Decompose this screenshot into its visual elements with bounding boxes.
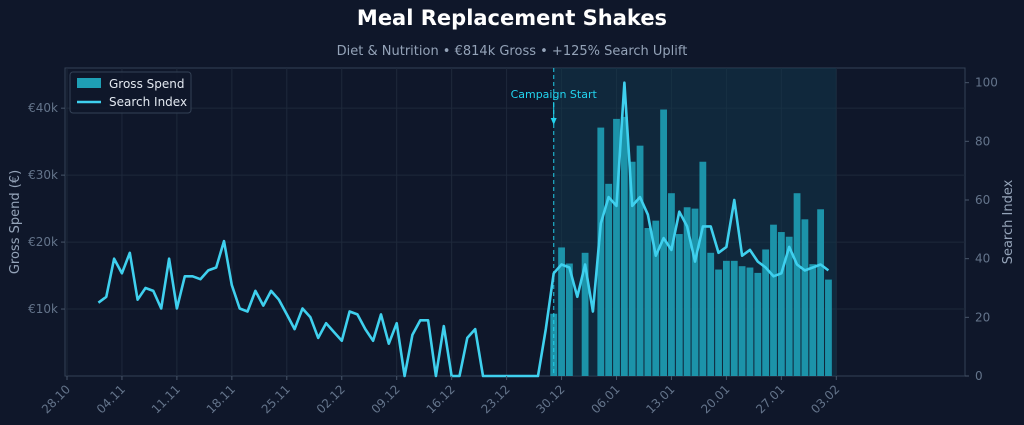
tick-label-right: 100: [975, 76, 998, 90]
tick-label-x: 30.12: [533, 382, 567, 416]
legend-swatch-gross-spend: [77, 78, 101, 88]
bar-gross-spend: [636, 145, 644, 376]
chart-title: Meal Replacement Shakes: [356, 6, 668, 30]
tick-label-right: 80: [975, 134, 990, 148]
bar-gross-spend: [558, 247, 565, 376]
bar-gross-spend: [785, 236, 793, 376]
tick-label-x: 27.01: [753, 382, 787, 416]
campaign-start-label: Campaign Start: [511, 88, 598, 101]
tick-label-x: 25.11: [259, 382, 293, 416]
bar-gross-spend: [817, 209, 824, 376]
tick-label-right: 0: [975, 369, 983, 383]
bar-gross-spend: [762, 249, 770, 376]
bar-gross-spend: [691, 208, 699, 376]
bar-gross-spend: [566, 263, 573, 376]
tick-label-x: 02.12: [314, 382, 348, 416]
bar-gross-spend: [770, 224, 777, 376]
bar-gross-spend: [707, 252, 715, 376]
tick-label-x: 11.11: [149, 382, 183, 416]
bar-gross-spend: [652, 220, 660, 376]
bar-gross-spend: [809, 264, 817, 376]
tick-label-x: 28.10: [39, 382, 73, 416]
bar-gross-spend: [825, 279, 832, 376]
tick-label-right: 40: [975, 252, 990, 266]
tick-label-right: 60: [975, 193, 990, 207]
tick-label-x: 13.01: [643, 382, 677, 416]
tick-label-left: €30k: [28, 168, 58, 182]
bar-gross-spend: [746, 267, 754, 376]
bar-gross-spend: [801, 219, 809, 376]
chart-subtitle: Diet & Nutrition • €814k Gross • +125% S…: [336, 44, 688, 59]
bar-gross-spend: [597, 127, 605, 376]
bar-gross-spend: [605, 183, 613, 376]
legend-label-search-index: Search Index: [109, 95, 187, 109]
bar-gross-spend: [699, 161, 707, 376]
bar-gross-spend: [730, 260, 738, 376]
tick-label-x: 16.12: [424, 382, 458, 416]
bar-gross-spend: [668, 193, 675, 376]
tick-label-x: 09.12: [369, 382, 403, 416]
tick-label-left: €20k: [28, 235, 58, 249]
bar-gross-spend: [620, 116, 628, 376]
tick-label-x: 23.12: [479, 382, 513, 416]
line-search-index: [97, 81, 830, 378]
bar-gross-spend: [723, 260, 730, 376]
bar-gross-spend: [660, 109, 667, 376]
tick-label-x: 04.11: [94, 382, 128, 416]
tick-label-x: 18.11: [204, 382, 238, 416]
legend-label-gross-spend: Gross Spend: [109, 77, 184, 91]
tick-label-left: €40k: [28, 101, 58, 115]
tick-label-right: 20: [975, 310, 990, 324]
tick-label-left: €10k: [28, 302, 58, 316]
bar-gross-spend: [738, 266, 746, 376]
campaign-start-arrow-head: [550, 118, 557, 125]
y-axis-label-right: Search Index: [1001, 179, 1016, 264]
bar-gross-spend: [644, 228, 652, 376]
bar-gross-spend: [613, 118, 620, 376]
bar-gross-spend: [675, 234, 683, 376]
bar-gross-spend: [628, 161, 636, 376]
bar-gross-spend: [581, 252, 589, 376]
tick-label-x: 03.02: [808, 382, 842, 416]
tick-label-x: 20.01: [698, 382, 732, 416]
tick-label-x: 06.01: [588, 382, 622, 416]
bar-gross-spend: [715, 269, 722, 376]
bar-gross-spend: [683, 207, 691, 376]
bar-gross-spend: [754, 272, 762, 376]
bar-gross-spend: [777, 232, 785, 376]
y-axis-label-left: Gross Spend (€): [8, 170, 23, 274]
bar-gross-spend: [793, 193, 801, 376]
